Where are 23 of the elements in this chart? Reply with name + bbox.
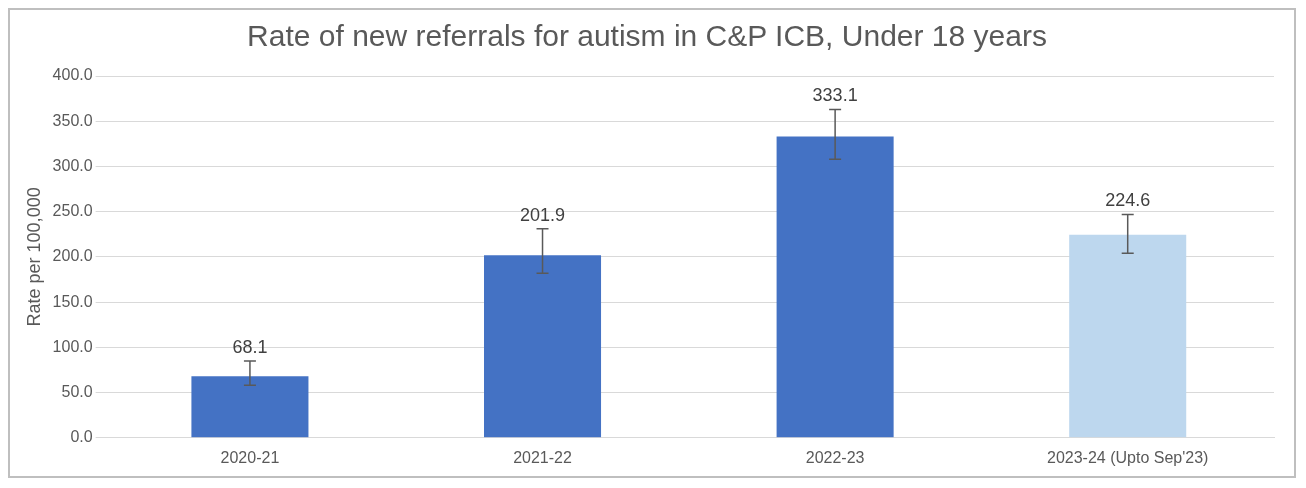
y-tick-label: 0.0	[70, 428, 93, 446]
y-tick-label: 50.0	[61, 382, 93, 400]
bar	[191, 376, 309, 438]
chart-title: Rate of new referrals for autism in C&P ICB, Under 18 years	[247, 19, 1047, 53]
y-tick-label: 150.0	[52, 292, 93, 310]
y-tick-label: 400.0	[52, 66, 93, 84]
data-label: 201.9	[520, 204, 566, 225]
y-tick-label: 100.0	[52, 337, 93, 355]
y-tick-label: 250.0	[52, 202, 93, 220]
y-axis-title: Rate per 100,000	[23, 187, 44, 327]
x-tick-label: 2022-23	[805, 448, 865, 466]
y-tick-label: 300.0	[52, 156, 93, 174]
data-label: 333.1	[812, 85, 858, 106]
bar	[1069, 234, 1187, 438]
data-label: 68.1	[232, 336, 268, 357]
y-tick-label: 200.0	[52, 247, 93, 265]
y-tick-label: 350.0	[52, 111, 93, 129]
data-label: 224.6	[1105, 190, 1151, 211]
x-tick-label: 2021-22	[513, 448, 572, 466]
x-tick-label: 2020-21	[220, 448, 280, 466]
bar	[776, 136, 894, 438]
x-tick-label: 2023-24 (Upto Sep'23)	[1047, 448, 1209, 466]
bar	[484, 255, 602, 438]
